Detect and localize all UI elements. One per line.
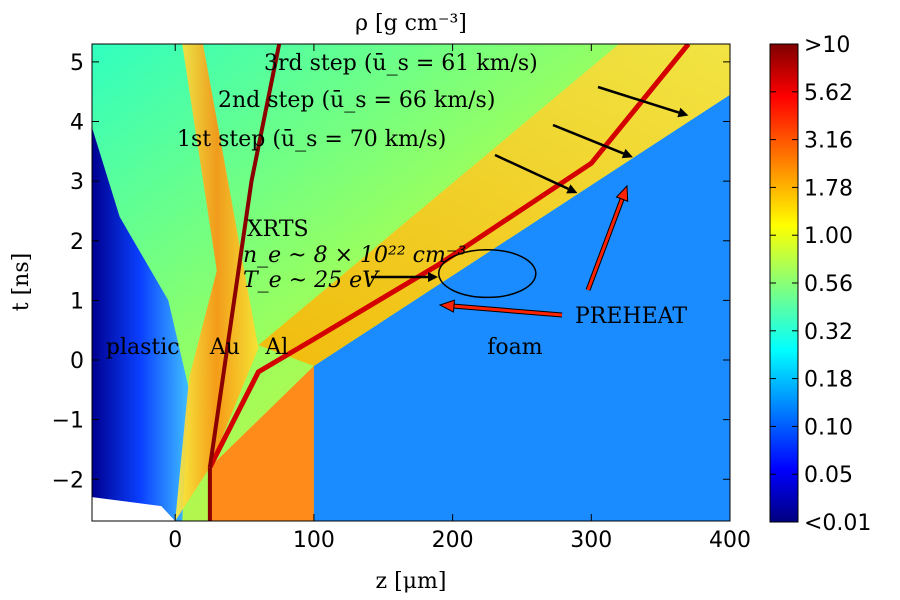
colorbar-tick-label: 0.10 xyxy=(804,415,853,440)
shock-step-annotations: 3rd step (ū_s = 61 km/s) 2nd step (ū_s =… xyxy=(177,51,538,152)
step2-label: 2nd step (ū_s = 66 km/s) xyxy=(218,88,495,113)
step-arrow-head xyxy=(621,148,633,159)
step3-label: 3rd step (ū_s = 61 km/s) xyxy=(264,51,538,76)
step-arrow xyxy=(597,85,680,114)
al-initial-region xyxy=(209,366,314,521)
colorbar-ticks: >10 5.62 3.16 1.78 1.00 0.56 0.32 0.18 0.10 0.05 <… xyxy=(770,33,871,536)
preheat-arrow-shaft xyxy=(453,304,563,317)
preheat-arrow-head xyxy=(438,299,456,313)
x-tick-label: 400 xyxy=(709,528,751,553)
step-arrow xyxy=(494,153,569,191)
colorbar-tick-label: 5.62 xyxy=(804,81,853,106)
y-axis-label: t [ns] xyxy=(9,253,34,311)
foam-region xyxy=(313,94,730,521)
preheat-arrows xyxy=(438,184,629,318)
region-label-Al: Al xyxy=(264,335,288,360)
x-tick-label: 200 xyxy=(432,528,474,553)
y-tick-label: −1 xyxy=(52,409,84,434)
xrts-arrow-head xyxy=(428,272,438,282)
colorbar-tick-label: <0.01 xyxy=(804,511,871,536)
colorbar-tick-label: 0.18 xyxy=(804,368,853,393)
preheat-label: PREHEAT xyxy=(575,304,687,329)
colorbar-tick-label: 1.00 xyxy=(804,224,853,249)
plastic-region xyxy=(92,127,190,521)
preheat-arrow-head xyxy=(615,184,629,202)
colorbar: >10 5.62 3.16 1.78 1.00 0.56 0.32 0.18 0.10 0.05 <… xyxy=(769,33,871,536)
region-labels: plastic Au Al foam xyxy=(106,335,543,360)
region-label-foam: foam xyxy=(487,335,543,360)
heatmap-plot-area xyxy=(92,44,730,521)
y-tick-label: 5 xyxy=(70,51,84,76)
colorbar-tick-label: 0.56 xyxy=(804,272,853,297)
plot-frame xyxy=(91,43,731,522)
y-axis-ticks: −2 −1 0 1 2 3 4 5 xyxy=(52,51,730,493)
region-label-plastic: plastic xyxy=(106,335,180,360)
step-arrow-head xyxy=(677,107,689,118)
shocked-layer-band xyxy=(258,44,730,366)
y-tick-label: 0 xyxy=(70,349,84,374)
x-axis-ticks: 0 100 200 300 400 xyxy=(168,44,751,553)
region-label-Au: Au xyxy=(209,335,240,360)
x-axis-label: z [μm] xyxy=(376,569,447,594)
colorbar-tick-label: 3.16 xyxy=(804,129,853,154)
shock-step-arrows xyxy=(494,85,689,194)
xrts-te: T_e ~ 25 eV xyxy=(243,268,380,293)
y-tick-label: 2 xyxy=(70,230,84,255)
x-tick-label: 0 xyxy=(168,528,182,553)
chart-title: ρ [g cm⁻³] xyxy=(355,11,467,36)
y-tick-label: 1 xyxy=(70,289,84,314)
colorbar-tick-label: 0.32 xyxy=(804,320,853,345)
colorbar-tick-label: 0.05 xyxy=(804,463,853,488)
preheat-annotation: PREHEAT xyxy=(438,184,687,329)
preheat-arrow-shaft xyxy=(586,198,624,291)
y-tick-label: 3 xyxy=(70,170,84,195)
step-arrow xyxy=(552,123,625,155)
x-tick-label: 300 xyxy=(570,528,612,553)
xrts-title: XRTS xyxy=(247,217,309,242)
au-ablation-region xyxy=(175,44,259,521)
step-arrow-head xyxy=(566,184,578,194)
y-tick-label: 4 xyxy=(70,111,84,136)
step1-label: 1st step (ū_s = 70 km/s) xyxy=(177,127,446,152)
colorbar-tick-label: 1.78 xyxy=(804,176,853,201)
colorbar-tick-label: >10 xyxy=(804,33,850,58)
blank-region xyxy=(92,497,176,521)
xrts-annotation: XRTS n_e ~ 8 × 10²² cm⁻³ T_e ~ 25 eV xyxy=(243,217,537,299)
dense-shock-line xyxy=(207,44,691,469)
au-layer-line xyxy=(207,44,282,468)
xrts-ellipse xyxy=(437,248,537,299)
xrts-ne: n_e ~ 8 × 10²² cm⁻³ xyxy=(243,243,466,268)
y-tick-label: −2 xyxy=(52,468,84,493)
x-tick-label: 100 xyxy=(293,528,335,553)
